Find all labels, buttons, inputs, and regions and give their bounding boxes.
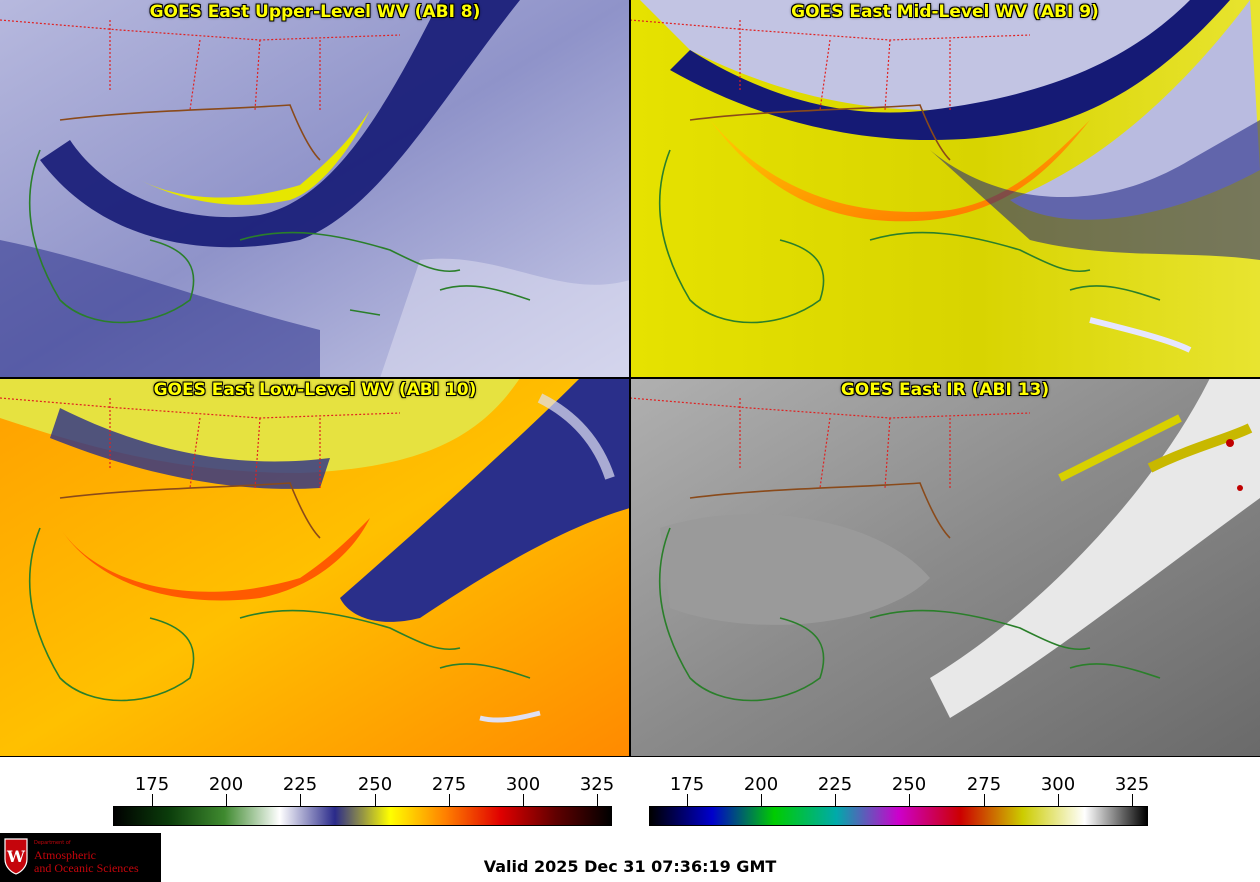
wv-tick-mark <box>152 794 153 806</box>
logo-line1: Atmospheric <box>34 848 96 862</box>
ir-panel: GOES East IR (ABI 13) <box>630 378 1260 756</box>
ir-tick-mark <box>761 794 762 806</box>
ir-tick-label: 225 <box>817 774 853 795</box>
panel-title: GOES East IR (ABI 13) <box>840 380 1050 400</box>
wv-tick-mark <box>449 794 450 806</box>
ir-colorbar <box>649 806 1148 826</box>
ir-tick-mark <box>687 794 688 806</box>
upper-level-wv-panel: GOES East Upper-Level WV (ABI 8) <box>0 0 630 378</box>
mid-level-wv-image <box>630 0 1260 378</box>
upper-level-wv-image <box>0 0 630 378</box>
ir-tick-label: 250 <box>891 774 927 795</box>
wv-tick-label: 250 <box>357 774 393 795</box>
ir-tick-label: 325 <box>1114 774 1150 795</box>
ir-tick-label: 300 <box>1040 774 1076 795</box>
wv-tick-mark <box>523 794 524 806</box>
bottom-border <box>0 756 1260 757</box>
wv-tick-label: 300 <box>505 774 541 795</box>
panel-title: GOES East Upper-Level WV (ABI 8) <box>149 2 481 22</box>
low-level-wv-panel: GOES East Low-Level WV (ABI 10) <box>0 378 630 756</box>
wv-tick-mark <box>375 794 376 806</box>
wv-colorbar <box>113 806 612 826</box>
panel-title: GOES East Mid-Level WV (ABI 9) <box>791 2 1099 22</box>
panel-title: GOES East Low-Level WV (ABI 10) <box>153 380 477 400</box>
aos-logo: W Department of Atmospheric and Oceanic … <box>0 833 161 882</box>
horizontal-divider <box>0 377 1260 379</box>
ir-tick-mark <box>1132 794 1133 806</box>
wv-tick-label: 200 <box>208 774 244 795</box>
ir-tick-mark <box>909 794 910 806</box>
ir-tick-label: 175 <box>669 774 705 795</box>
ir-tick-mark <box>835 794 836 806</box>
ir-tick-mark <box>1058 794 1059 806</box>
logo-dept: Department of <box>34 840 71 846</box>
ir-tick-label: 200 <box>743 774 779 795</box>
valid-time: Valid 2025 Dec 31 07:36:19 GMT <box>483 857 777 876</box>
wv-tick-mark <box>300 794 301 806</box>
uw-crest-icon: W <box>4 838 28 875</box>
logo-line2: and Oceanic Sciences <box>34 861 139 875</box>
svg-text:W: W <box>6 847 26 866</box>
ir-image <box>630 378 1260 756</box>
wv-tick-label: 275 <box>431 774 467 795</box>
wv-tick-label: 325 <box>579 774 615 795</box>
wv-tick-mark <box>226 794 227 806</box>
ir-tick-mark <box>984 794 985 806</box>
wv-tick-label: 175 <box>134 774 170 795</box>
wv-tick-mark <box>597 794 598 806</box>
low-level-wv-image <box>0 378 630 756</box>
wv-tick-label: 225 <box>282 774 318 795</box>
ir-tick-label: 275 <box>966 774 1002 795</box>
mid-level-wv-panel: GOES East Mid-Level WV (ABI 9) <box>630 0 1260 378</box>
